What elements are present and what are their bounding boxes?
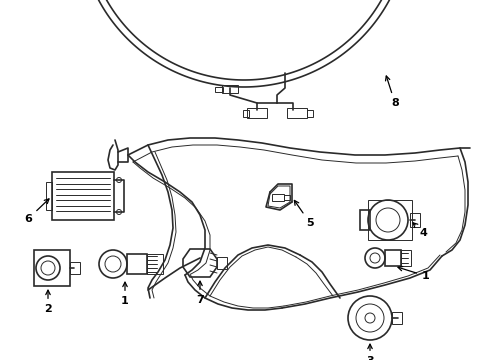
- Text: 6: 6: [24, 199, 49, 224]
- Bar: [147, 254, 163, 274]
- Bar: [127, 254, 147, 274]
- Text: 1: 1: [397, 266, 429, 281]
- Bar: [217, 257, 226, 269]
- Bar: [359, 210, 369, 230]
- Text: 4: 4: [412, 223, 427, 238]
- Bar: [391, 312, 401, 324]
- Bar: [306, 110, 312, 117]
- Text: 8: 8: [385, 76, 398, 108]
- Bar: [384, 250, 400, 266]
- Bar: [284, 195, 289, 200]
- Bar: [243, 110, 248, 117]
- Text: 3: 3: [366, 344, 373, 360]
- Bar: [70, 262, 80, 274]
- Bar: [222, 85, 238, 93]
- Bar: [400, 250, 410, 266]
- Text: 5: 5: [294, 201, 313, 228]
- Bar: [246, 108, 266, 118]
- Text: 7: 7: [196, 281, 203, 305]
- Bar: [286, 108, 306, 118]
- Bar: [215, 87, 223, 92]
- Bar: [34, 250, 70, 286]
- Bar: [46, 182, 52, 210]
- Bar: [271, 194, 284, 201]
- Bar: [52, 172, 114, 220]
- Bar: [409, 213, 419, 227]
- Text: 2: 2: [44, 290, 52, 314]
- Bar: [367, 200, 411, 240]
- Text: 1: 1: [121, 282, 129, 306]
